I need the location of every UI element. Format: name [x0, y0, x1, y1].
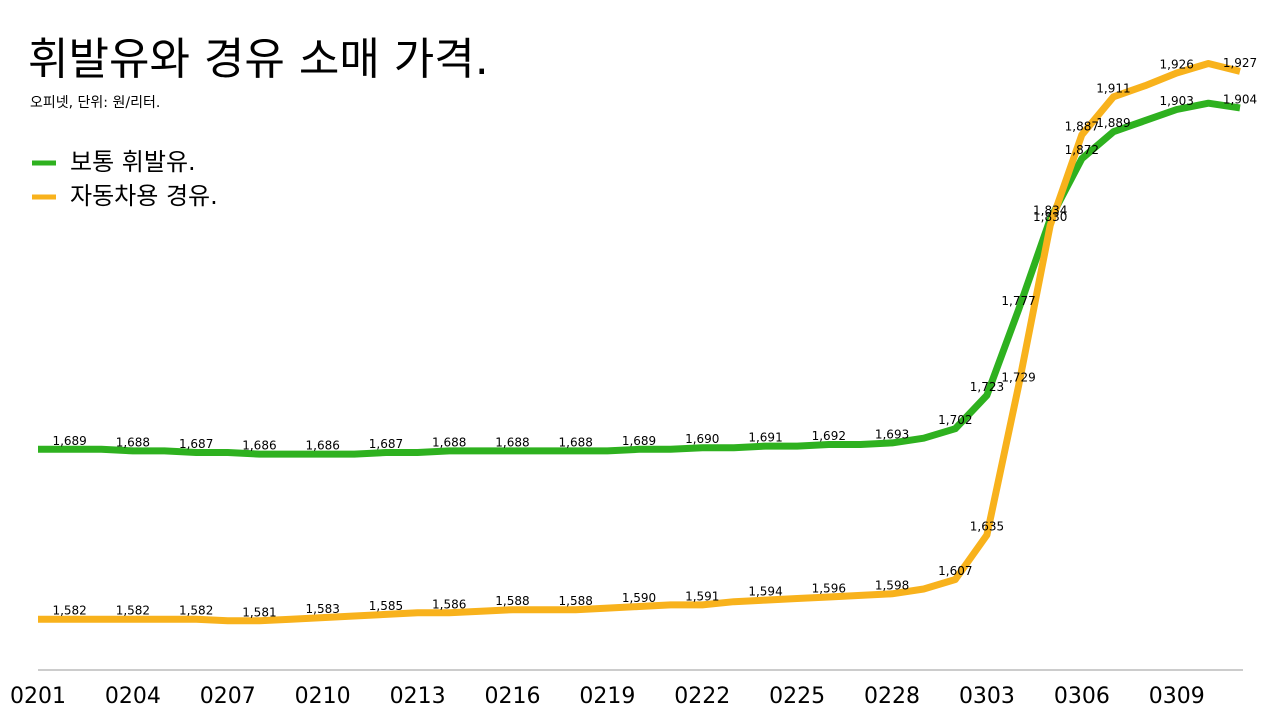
x-tick-label: 0201 [10, 684, 66, 709]
data-label: 1,607 [938, 564, 972, 578]
data-label: 1,635 [970, 520, 1004, 534]
data-label: 1,834 [1033, 204, 1067, 218]
data-label: 1,887 [1065, 119, 1099, 133]
data-label: 1,583 [306, 602, 340, 616]
data-label: 1,582 [52, 604, 86, 618]
data-label: 1,588 [495, 594, 529, 608]
x-tick-label: 0228 [864, 684, 920, 709]
data-label: 1,585 [369, 599, 403, 613]
data-label: 1,690 [685, 432, 719, 446]
data-label: 1,692 [812, 429, 846, 443]
data-label: 1,693 [875, 427, 909, 441]
data-label: 1,687 [369, 437, 403, 451]
x-tick-label: 0216 [484, 684, 540, 709]
data-label: 1,926 [1160, 57, 1194, 71]
line-series [38, 60, 1241, 625]
data-label: 1,702 [938, 413, 972, 427]
x-tick-label: 0210 [295, 684, 351, 709]
x-tick-label: 0222 [674, 684, 730, 709]
data-label: 1,586 [432, 597, 466, 611]
data-label: 1,830 [1033, 210, 1067, 224]
data-label: 1,723 [970, 380, 1004, 394]
data-label: 1,582 [116, 604, 150, 618]
data-label: 1,596 [812, 581, 846, 595]
data-label: 1,688 [432, 435, 466, 449]
data-label: 1,686 [242, 439, 276, 453]
x-tick-label: 0309 [1149, 684, 1205, 709]
x-tick-label: 0306 [1054, 684, 1110, 709]
data-label: 1,904 [1223, 92, 1257, 106]
chart-subtitle: 오피넷, 단위: 원/리터. [30, 95, 160, 111]
data-label: 1,927 [1223, 56, 1257, 70]
data-label: 1,872 [1065, 143, 1099, 157]
data-label: 1,581 [242, 605, 276, 619]
data-label: 1,598 [875, 578, 909, 592]
x-tick-label: 0204 [105, 684, 161, 709]
data-label: 1,688 [495, 435, 529, 449]
data-label: 1,889 [1096, 116, 1130, 130]
x-tick-label: 0207 [200, 684, 256, 709]
data-label: 1,591 [685, 589, 719, 603]
data-label: 1,691 [748, 431, 782, 445]
data-label: 1,689 [52, 434, 86, 448]
data-label: 1,903 [1160, 94, 1194, 108]
x-tick-label: 0213 [390, 684, 446, 709]
data-label: 1,686 [306, 439, 340, 453]
x-tick-label: 0303 [959, 684, 1015, 709]
data-label: 1,588 [559, 594, 593, 608]
data-label: 1,582 [179, 604, 213, 618]
data-label: 1,590 [622, 591, 656, 605]
data-label: 1,777 [1001, 294, 1035, 308]
chart-title: 휘발유와 경유 소매 가격. [28, 34, 489, 85]
data-label: 1,594 [748, 585, 782, 599]
data-label: 1,688 [559, 435, 593, 449]
legend-label: 보통 휘발유. [70, 148, 196, 176]
data-label: 1,687 [179, 437, 213, 451]
data-label: 1,729 [1001, 370, 1035, 384]
legend-label: 자동차용 경유. [70, 182, 218, 210]
x-tick-label: 0225 [769, 684, 825, 709]
data-label: 1,911 [1096, 81, 1130, 95]
x-tick-label: 0219 [579, 684, 635, 709]
line-series [38, 99, 1241, 458]
data-label: 1,689 [622, 434, 656, 448]
data-label: 1,688 [116, 435, 150, 449]
